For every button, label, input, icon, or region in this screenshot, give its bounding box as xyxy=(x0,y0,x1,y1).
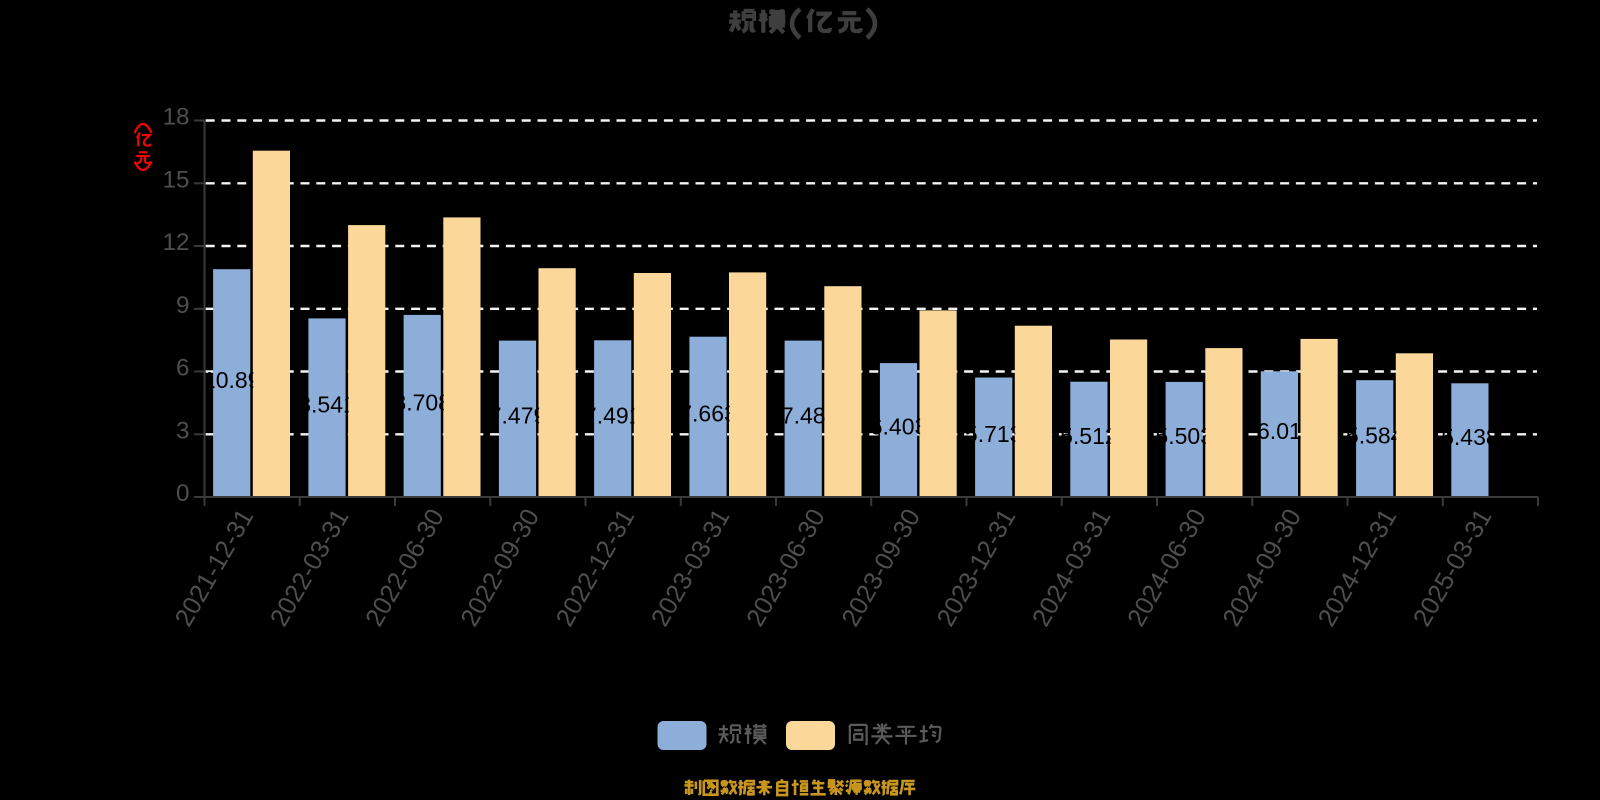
svg-text:7.479: 7.479 xyxy=(489,403,547,429)
svg-text:5.584: 5.584 xyxy=(1346,422,1404,448)
svg-text:12: 12 xyxy=(163,229,190,256)
svg-text:6: 6 xyxy=(176,355,189,382)
svg-text:9: 9 xyxy=(176,292,189,319)
svg-text:15: 15 xyxy=(163,166,190,193)
svg-text:3: 3 xyxy=(176,417,189,444)
svg-text:5.503: 5.503 xyxy=(1155,423,1213,449)
svg-text:5.713: 5.713 xyxy=(965,421,1023,447)
svg-text:7.48: 7.48 xyxy=(781,403,826,429)
svg-text:10.89: 10.89 xyxy=(203,367,261,393)
svg-text:0: 0 xyxy=(176,480,189,507)
svg-text:5.438: 5.438 xyxy=(1441,424,1499,450)
svg-text:7.663: 7.663 xyxy=(679,401,737,427)
svg-text:5.512: 5.512 xyxy=(1060,423,1118,449)
svg-text:6.403: 6.403 xyxy=(870,414,928,440)
svg-text:8.541: 8.541 xyxy=(298,391,356,417)
svg-text:7.491: 7.491 xyxy=(584,402,642,428)
svg-text:8.708: 8.708 xyxy=(393,390,451,416)
svg-text:18: 18 xyxy=(163,104,190,131)
svg-text:6.01: 6.01 xyxy=(1257,418,1302,444)
